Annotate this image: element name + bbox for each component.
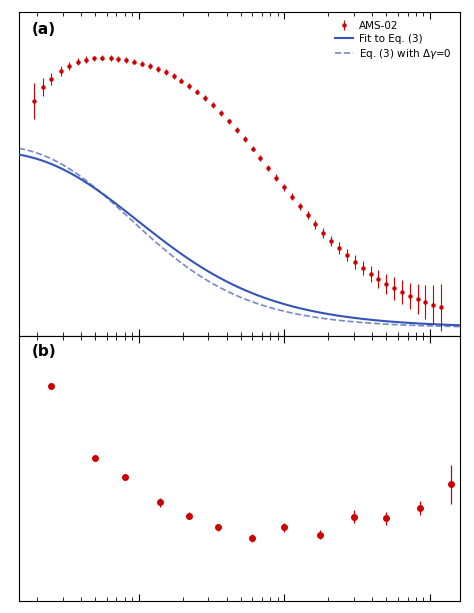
Eq. (3) with $\Delta\gamma$=0 [465,323,470,330]
Fit to Eq. (3) [383,318,389,325]
Text: (a): (a) [32,22,56,37]
Fit to Eq. (3) [454,321,459,329]
Eq. (3) with $\Delta\gamma$=0 [383,321,389,328]
Line: Fit to Eq. (3): Fit to Eq. (3) [19,154,467,326]
Eq. (3) with $\Delta\gamma$=0 [16,145,22,152]
Legend: AMS-02, Fit to Eq. (3), Eq. (3) with $\Delta\gamma$=0: AMS-02, Fit to Eq. (3), Eq. (3) with $\D… [331,17,455,64]
Eq. (3) with $\Delta\gamma$=0 [454,323,459,330]
Fit to Eq. (3) [465,322,470,329]
Fit to Eq. (3) [229,281,235,288]
Fit to Eq. (3) [16,151,22,158]
Eq. (3) with $\Delta\gamma$=0 [259,301,264,308]
Eq. (3) with $\Delta\gamma$=0 [229,290,235,297]
Fit to Eq. (3) [232,282,237,289]
Eq. (3) with $\Delta\gamma$=0 [232,291,237,299]
Fit to Eq. (3) [259,293,264,300]
Fit to Eq. (3) [283,301,289,308]
Eq. (3) with $\Delta\gamma$=0 [283,308,289,315]
Line: Eq. (3) with $\Delta\gamma$=0: Eq. (3) with $\Delta\gamma$=0 [19,148,467,327]
Text: (b): (b) [32,344,57,359]
